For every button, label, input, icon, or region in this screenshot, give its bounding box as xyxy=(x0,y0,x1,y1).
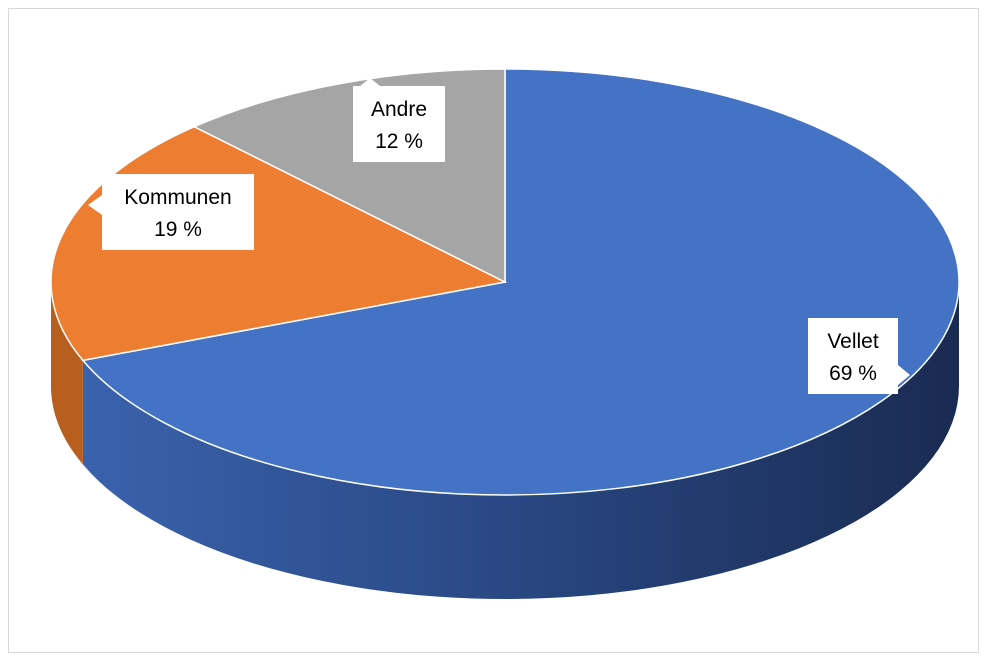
callout-pointer xyxy=(360,78,380,86)
callout-andre: Andre 12 % xyxy=(353,78,445,162)
slice-value-label: 12 % xyxy=(375,130,423,153)
pie-sides xyxy=(51,282,960,600)
pie-tops xyxy=(50,68,960,496)
callout-box xyxy=(353,86,445,162)
slice-side-vellet xyxy=(82,282,960,600)
pie-labels: Vellet 69 % Kommunen 19 % Andre 12 % xyxy=(88,78,910,394)
slice-name-label: Vellet xyxy=(827,330,879,353)
slice-value-label: 69 % xyxy=(829,362,877,385)
slice-side-kommunen xyxy=(51,282,83,465)
callout-kommunen: Kommunen 19 % xyxy=(88,174,254,250)
slice-vellet xyxy=(81,68,960,496)
callout-pointer xyxy=(898,365,910,385)
callout-box xyxy=(808,318,898,394)
callout-pointer xyxy=(88,195,102,215)
callout-box xyxy=(102,174,254,250)
slice-name-label: Andre xyxy=(371,98,427,121)
slice-name-label: Kommunen xyxy=(124,186,231,209)
callout-vellet: Vellet 69 % xyxy=(808,318,910,394)
slice-value-label: 19 % xyxy=(154,218,202,241)
